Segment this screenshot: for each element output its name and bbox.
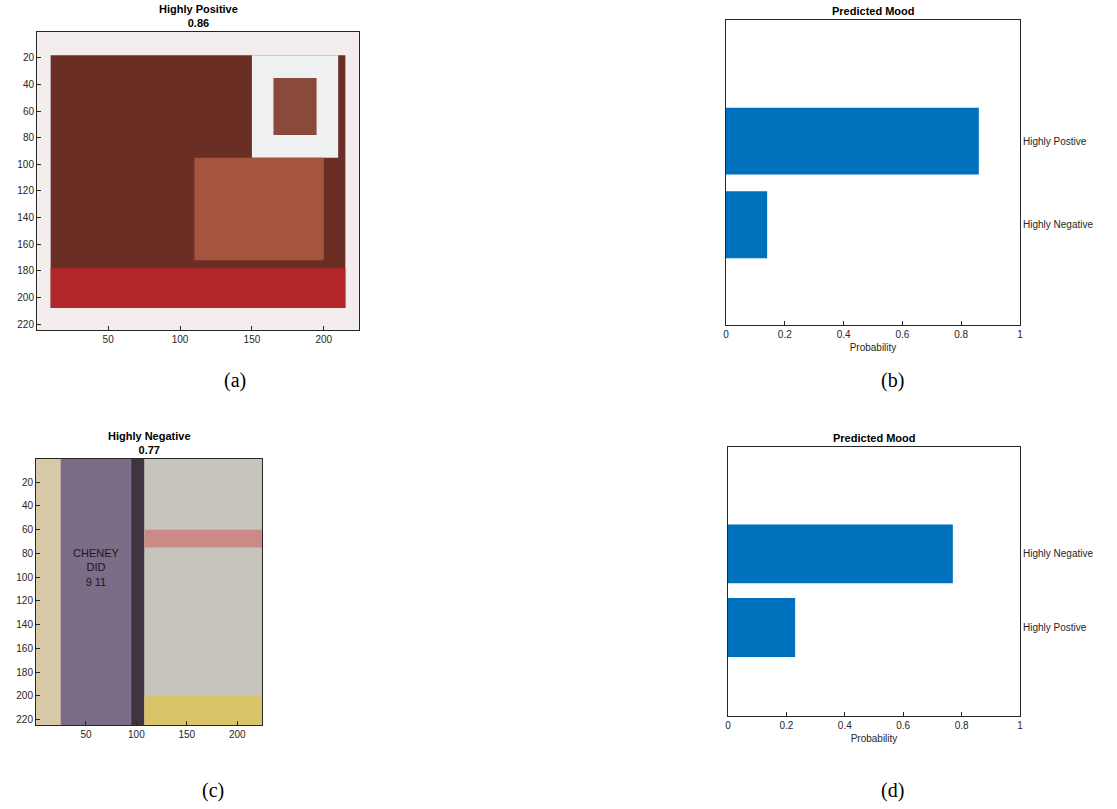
svg-text:50: 50 xyxy=(80,729,92,740)
svg-text:0.8: 0.8 xyxy=(954,329,968,340)
svg-text:100: 100 xyxy=(17,159,34,170)
svg-text:Highly Negative: Highly Negative xyxy=(1023,219,1093,230)
svg-text:80: 80 xyxy=(22,548,34,559)
svg-text:0.2: 0.2 xyxy=(779,720,793,731)
svg-text:180: 180 xyxy=(16,667,33,678)
svg-text:200: 200 xyxy=(17,292,34,303)
svg-text:200: 200 xyxy=(16,690,33,701)
svg-text:160: 160 xyxy=(17,239,34,250)
svg-text:120: 120 xyxy=(16,595,33,606)
svg-text:220: 220 xyxy=(16,714,33,725)
svg-text:(c): (c) xyxy=(202,779,224,802)
svg-text:40: 40 xyxy=(22,500,34,511)
svg-text:Highly Negative: Highly Negative xyxy=(1023,548,1093,559)
svg-text:150: 150 xyxy=(178,729,195,740)
svg-text:20: 20 xyxy=(22,477,34,488)
svg-text:0.4: 0.4 xyxy=(838,720,852,731)
svg-text:Highly Negative0.77: Highly Negative0.77 xyxy=(108,430,191,456)
svg-text:160: 160 xyxy=(16,643,33,654)
svg-text:(b): (b) xyxy=(881,369,904,392)
svg-text:0: 0 xyxy=(725,720,731,731)
svg-text:1: 1 xyxy=(1017,720,1023,731)
svg-text:120: 120 xyxy=(17,185,34,196)
svg-text:1: 1 xyxy=(1017,329,1023,340)
svg-text:Probability: Probability xyxy=(850,342,897,353)
svg-text:40: 40 xyxy=(23,79,35,90)
svg-text:(a): (a) xyxy=(224,369,246,392)
svg-text:Predicted Mood: Predicted Mood xyxy=(833,432,916,444)
svg-text:Highly Positive0.86: Highly Positive0.86 xyxy=(159,3,238,29)
svg-text:200: 200 xyxy=(315,334,332,345)
svg-text:50: 50 xyxy=(103,334,115,345)
svg-text:20: 20 xyxy=(23,52,35,63)
svg-text:0.6: 0.6 xyxy=(896,720,910,731)
svg-text:150: 150 xyxy=(244,334,261,345)
svg-text:0.6: 0.6 xyxy=(895,329,909,340)
svg-text:(d): (d) xyxy=(881,779,904,802)
svg-text:220: 220 xyxy=(17,319,34,330)
svg-text:0.8: 0.8 xyxy=(955,720,969,731)
svg-text:60: 60 xyxy=(22,524,34,535)
svg-text:140: 140 xyxy=(16,619,33,630)
svg-text:0.2: 0.2 xyxy=(778,329,792,340)
svg-text:200: 200 xyxy=(229,729,246,740)
svg-text:100: 100 xyxy=(16,572,33,583)
svg-text:Highly Postive: Highly Postive xyxy=(1023,136,1087,147)
svg-text:100: 100 xyxy=(128,729,145,740)
svg-text:CHENEYDID9 11: CHENEYDID9 11 xyxy=(73,547,120,588)
svg-text:60: 60 xyxy=(23,106,35,117)
svg-text:0.4: 0.4 xyxy=(837,329,851,340)
svg-text:100: 100 xyxy=(172,334,189,345)
svg-text:Highly Postive: Highly Postive xyxy=(1023,622,1087,633)
svg-text:80: 80 xyxy=(23,132,35,143)
svg-text:180: 180 xyxy=(17,265,34,276)
svg-text:140: 140 xyxy=(17,212,34,223)
svg-text:0: 0 xyxy=(723,329,729,340)
svg-text:Predicted Mood: Predicted Mood xyxy=(832,5,915,17)
svg-text:Probability: Probability xyxy=(851,733,898,744)
